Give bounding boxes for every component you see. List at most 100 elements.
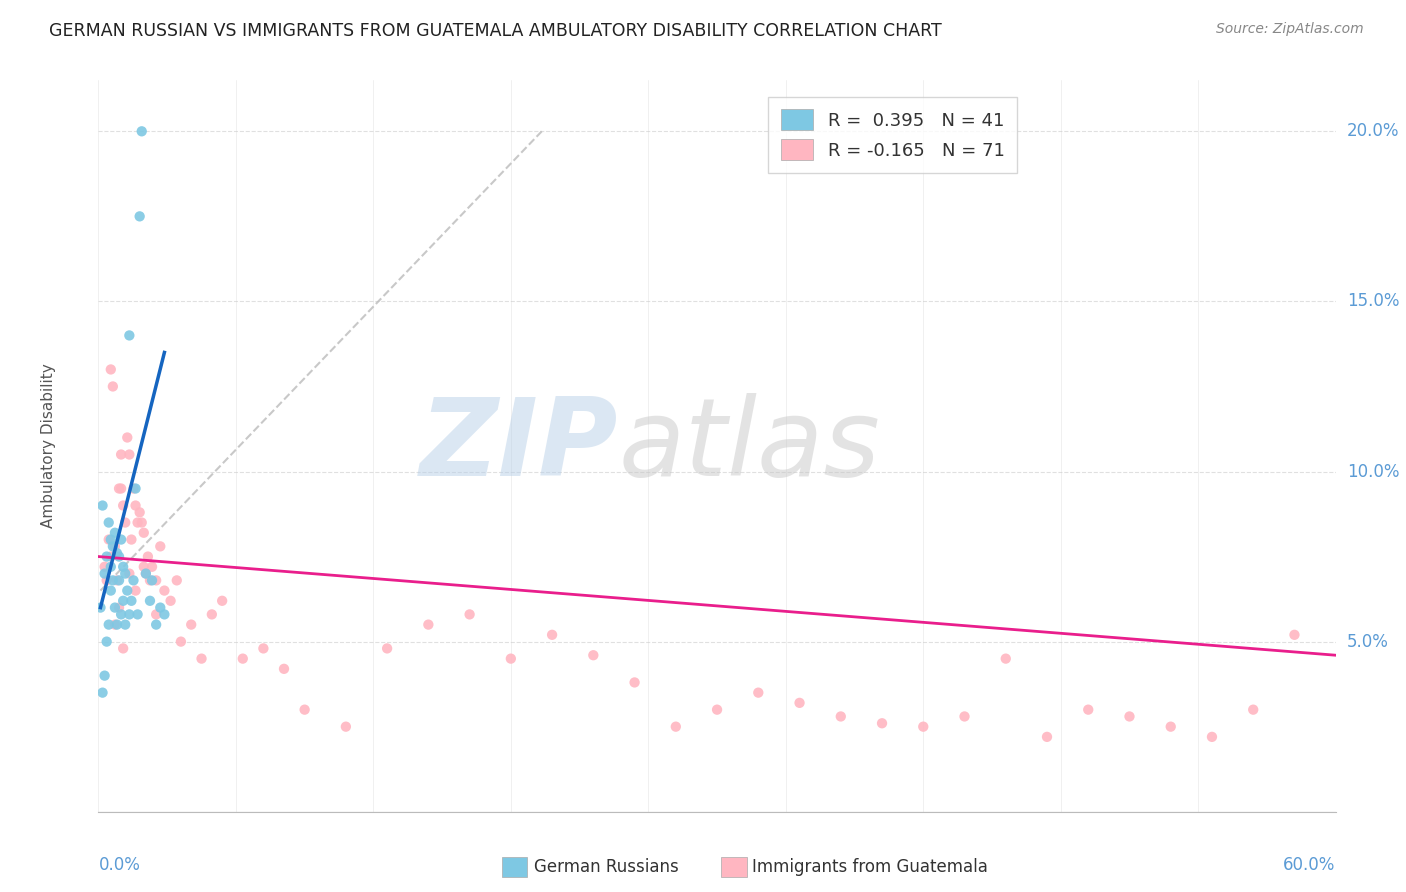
Point bbox=[101, 574, 124, 588]
Point bbox=[127, 516, 149, 530]
Point bbox=[170, 634, 193, 648]
Bar bbox=[502, 857, 527, 877]
Point bbox=[104, 540, 127, 554]
Point bbox=[145, 607, 167, 622]
Point bbox=[93, 566, 115, 581]
Point bbox=[273, 662, 295, 676]
Point bbox=[104, 617, 127, 632]
Point bbox=[180, 617, 202, 632]
Point bbox=[1160, 720, 1182, 734]
Point bbox=[108, 600, 131, 615]
Point bbox=[97, 617, 120, 632]
Point bbox=[120, 533, 142, 547]
Point bbox=[101, 540, 124, 554]
Point bbox=[375, 641, 398, 656]
Point bbox=[1284, 628, 1306, 642]
Point bbox=[114, 516, 136, 530]
Point bbox=[104, 525, 127, 540]
Point bbox=[139, 594, 162, 608]
Point bbox=[118, 328, 141, 343]
Point bbox=[128, 210, 150, 224]
Point bbox=[153, 583, 176, 598]
Point bbox=[100, 533, 122, 547]
Text: Ambulatory Disability: Ambulatory Disability bbox=[41, 364, 56, 528]
Point bbox=[135, 566, 157, 581]
Point bbox=[149, 600, 172, 615]
Point bbox=[132, 559, 155, 574]
Point bbox=[97, 516, 120, 530]
Point bbox=[335, 720, 357, 734]
Point bbox=[108, 549, 131, 564]
Text: ZIP: ZIP bbox=[420, 393, 619, 499]
Point bbox=[912, 720, 935, 734]
Point bbox=[105, 546, 128, 560]
Point bbox=[124, 482, 146, 496]
Point bbox=[232, 651, 254, 665]
Point bbox=[117, 430, 139, 444]
Point bbox=[93, 559, 115, 574]
Point bbox=[122, 482, 145, 496]
Point bbox=[118, 448, 141, 462]
Point bbox=[100, 549, 122, 564]
Point bbox=[141, 559, 163, 574]
Point bbox=[112, 594, 135, 608]
Point bbox=[582, 648, 605, 663]
Point bbox=[96, 634, 118, 648]
Point bbox=[145, 574, 167, 588]
Point bbox=[124, 499, 146, 513]
Point bbox=[1241, 703, 1264, 717]
Text: 20.0%: 20.0% bbox=[1347, 122, 1399, 140]
Point bbox=[128, 505, 150, 519]
Point bbox=[1036, 730, 1059, 744]
Point bbox=[124, 583, 146, 598]
Text: 0.0%: 0.0% bbox=[98, 855, 141, 873]
Text: 10.0%: 10.0% bbox=[1347, 463, 1399, 481]
Point bbox=[110, 607, 132, 622]
Point bbox=[139, 574, 162, 588]
Point bbox=[89, 600, 111, 615]
Point bbox=[100, 559, 122, 574]
Text: 5.0%: 5.0% bbox=[1347, 632, 1389, 650]
Point bbox=[994, 651, 1017, 665]
Point bbox=[870, 716, 893, 731]
Point bbox=[190, 651, 212, 665]
Point bbox=[1077, 703, 1099, 717]
Point bbox=[127, 607, 149, 622]
Point bbox=[114, 617, 136, 632]
Point bbox=[100, 362, 122, 376]
Point bbox=[118, 566, 141, 581]
Point bbox=[211, 594, 233, 608]
Point bbox=[159, 594, 181, 608]
Point bbox=[105, 574, 128, 588]
Point bbox=[135, 566, 157, 581]
Point bbox=[499, 651, 522, 665]
Point bbox=[131, 516, 153, 530]
Point bbox=[110, 482, 132, 496]
Point bbox=[104, 600, 127, 615]
Point bbox=[201, 607, 224, 622]
Point bbox=[101, 379, 124, 393]
Point bbox=[108, 482, 131, 496]
Point bbox=[623, 675, 645, 690]
Point bbox=[1201, 730, 1223, 744]
Point bbox=[105, 617, 128, 632]
Point bbox=[132, 525, 155, 540]
Point bbox=[110, 448, 132, 462]
Text: Source: ZipAtlas.com: Source: ZipAtlas.com bbox=[1216, 22, 1364, 37]
Point bbox=[541, 628, 564, 642]
Point bbox=[112, 499, 135, 513]
Point bbox=[830, 709, 852, 723]
Point bbox=[458, 607, 481, 622]
Point bbox=[96, 549, 118, 564]
Bar bbox=[721, 857, 747, 877]
Point bbox=[96, 574, 118, 588]
Text: Immigrants from Guatemala: Immigrants from Guatemala bbox=[752, 858, 988, 876]
Point bbox=[294, 703, 316, 717]
Point bbox=[112, 559, 135, 574]
Point bbox=[136, 549, 159, 564]
Text: German Russians: German Russians bbox=[534, 858, 679, 876]
Point bbox=[97, 533, 120, 547]
Point bbox=[122, 574, 145, 588]
Point bbox=[953, 709, 976, 723]
Point bbox=[141, 574, 163, 588]
